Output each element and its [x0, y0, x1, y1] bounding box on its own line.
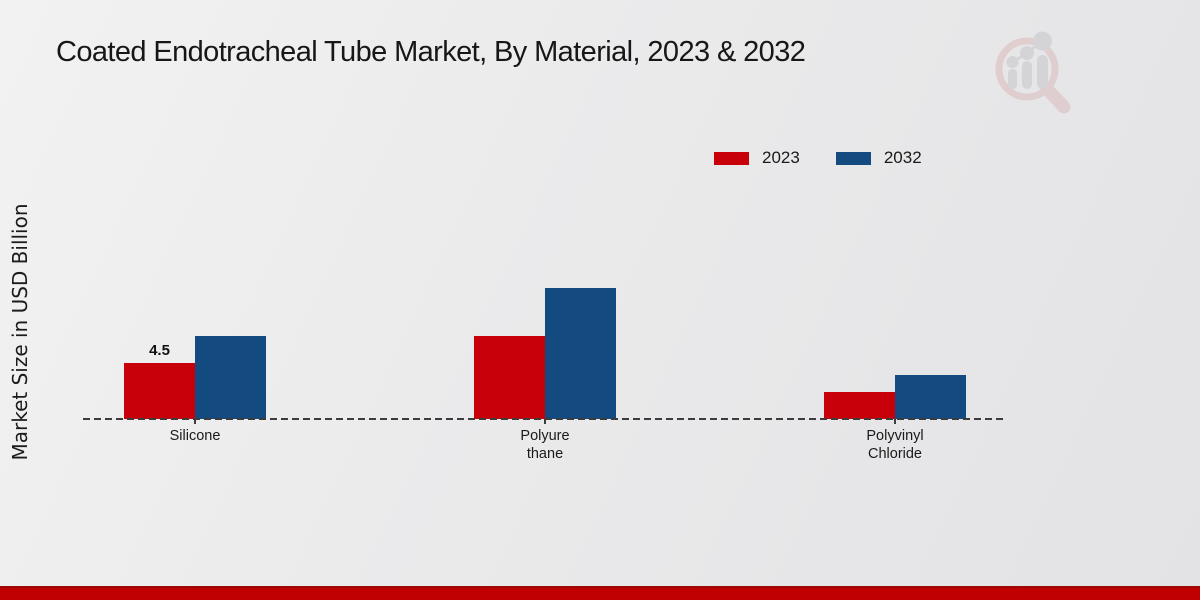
- legend-item-2032: 2032: [835, 148, 922, 168]
- bar-2023-polyure-thane: [474, 336, 545, 419]
- x-axis-tick-polyure-thane: [544, 419, 546, 424]
- bar-2032-polyvinyl-chloride: [895, 375, 966, 419]
- legend-label: 2023: [762, 148, 800, 167]
- bar-value-label-2023-silicone: 4.5: [149, 342, 170, 359]
- x-axis-tick-silicone: [194, 419, 196, 424]
- legend-swatch-2023: [714, 151, 749, 165]
- legend-swatch-2032: [835, 151, 871, 165]
- category-label-polyure-thane: Polyure thane: [520, 428, 570, 462]
- bar-2023-silicone: [124, 363, 195, 419]
- x-axis-tick-polyvinyl-chloride: [894, 419, 896, 424]
- bar-2023-polyvinyl-chloride: [824, 392, 895, 419]
- category-label-polyvinyl-chloride: Polyvinyl Chloride: [866, 428, 924, 462]
- bar-2032-silicone: [195, 336, 266, 419]
- chart-title: Coated Endotracheal Tube Market, By Mate…: [56, 36, 806, 68]
- legend-label: 2032: [883, 148, 922, 167]
- magnifier-bar-chart-logo-icon: [995, 31, 1071, 114]
- legend-item-2023: 2023: [714, 148, 800, 168]
- category-label-silicone: Silicone: [169, 428, 221, 444]
- bar-2032-polyure-thane: [545, 288, 616, 419]
- legend: 2023 2032: [714, 148, 922, 168]
- footer-accent-bar: [0, 586, 1200, 600]
